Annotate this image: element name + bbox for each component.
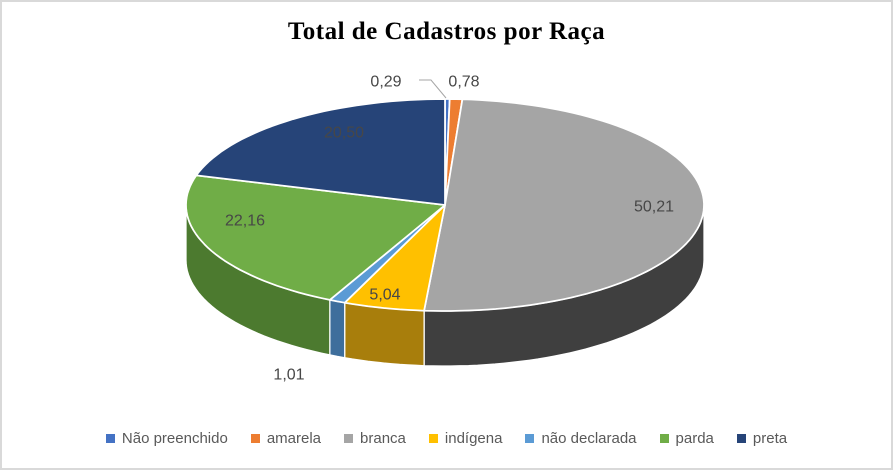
legend-swatch-parda: [659, 433, 669, 443]
legend-item-amarela[interactable]: amarela: [250, 429, 322, 447]
legend-swatch-indigena: [428, 433, 438, 443]
legend-label-parda: parda: [675, 429, 714, 447]
data-label-indigena: 5,04: [369, 287, 400, 304]
legend-item-nao-declarada[interactable]: não declarada: [525, 429, 637, 447]
legend-item-preta[interactable]: preta: [736, 429, 788, 447]
pie-slice-branca[interactable]: [423, 98, 705, 312]
data-label-nao-preenchido: 0,29: [370, 74, 401, 91]
legend-swatch-nao-declarada: [525, 433, 535, 443]
legend-label-preta: preta: [752, 429, 788, 447]
leader-line-nao-preenchido: [419, 79, 447, 99]
chart-legend: Não preenchido amarela branca indígena não d…: [2, 428, 891, 448]
legend-item-parda[interactable]: parda: [659, 429, 714, 447]
pie-slice-parda[interactable]: [185, 174, 446, 301]
data-label-nao-declarada: 1,01: [273, 367, 304, 384]
legend-swatch-branca: [344, 433, 354, 443]
data-label-preta: 20,50: [324, 125, 364, 142]
legend-label-indigena: indígena: [444, 429, 503, 447]
legend-item-branca[interactable]: branca: [344, 430, 406, 447]
label-leader-lines: [419, 79, 447, 99]
legend-swatch-amarela: [250, 433, 260, 443]
data-labels: 0,29 0,78 50,21 5,04 1,01 22,16 20,50: [225, 74, 674, 384]
pie-slice-side-nao-declarada[interactable]: [329, 299, 346, 359]
legend-swatch-nao-preenchido: [105, 433, 115, 443]
legend-label-branca: branca: [360, 429, 406, 447]
data-label-parda: 22,16: [225, 213, 265, 230]
legend-swatch-preta: [736, 433, 746, 443]
data-label-branca: 50,21: [634, 199, 674, 216]
pie-side-walls: [185, 204, 705, 367]
pie-slice-preta[interactable]: [195, 98, 446, 206]
pie-slice-side-indigena[interactable]: [344, 302, 425, 367]
legend-item-nao-preenchido[interactable]: Não preenchido: [105, 429, 228, 447]
pie-slice-indigena[interactable]: [343, 204, 446, 312]
chart-title: Total de Cadastros por Raça: [287, 18, 606, 45]
legend-label-nao-preenchido: Não preenchido: [121, 429, 228, 447]
data-label-amarela: 0,78: [448, 74, 479, 91]
pie-top-faces: [185, 98, 705, 312]
legend-label-nao-declarada: não declarada: [541, 429, 637, 447]
legend-label-amarela: amarela: [266, 429, 322, 447]
legend-item-indigena[interactable]: indígena: [428, 429, 503, 447]
